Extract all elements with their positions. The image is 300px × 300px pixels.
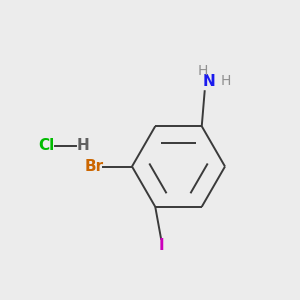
Text: H: H [198, 64, 208, 78]
Text: I: I [158, 238, 164, 253]
Text: Cl: Cl [38, 138, 55, 153]
Text: H: H [220, 74, 231, 88]
Text: N: N [203, 74, 216, 89]
Text: H: H [77, 138, 89, 153]
Text: Br: Br [85, 159, 104, 174]
